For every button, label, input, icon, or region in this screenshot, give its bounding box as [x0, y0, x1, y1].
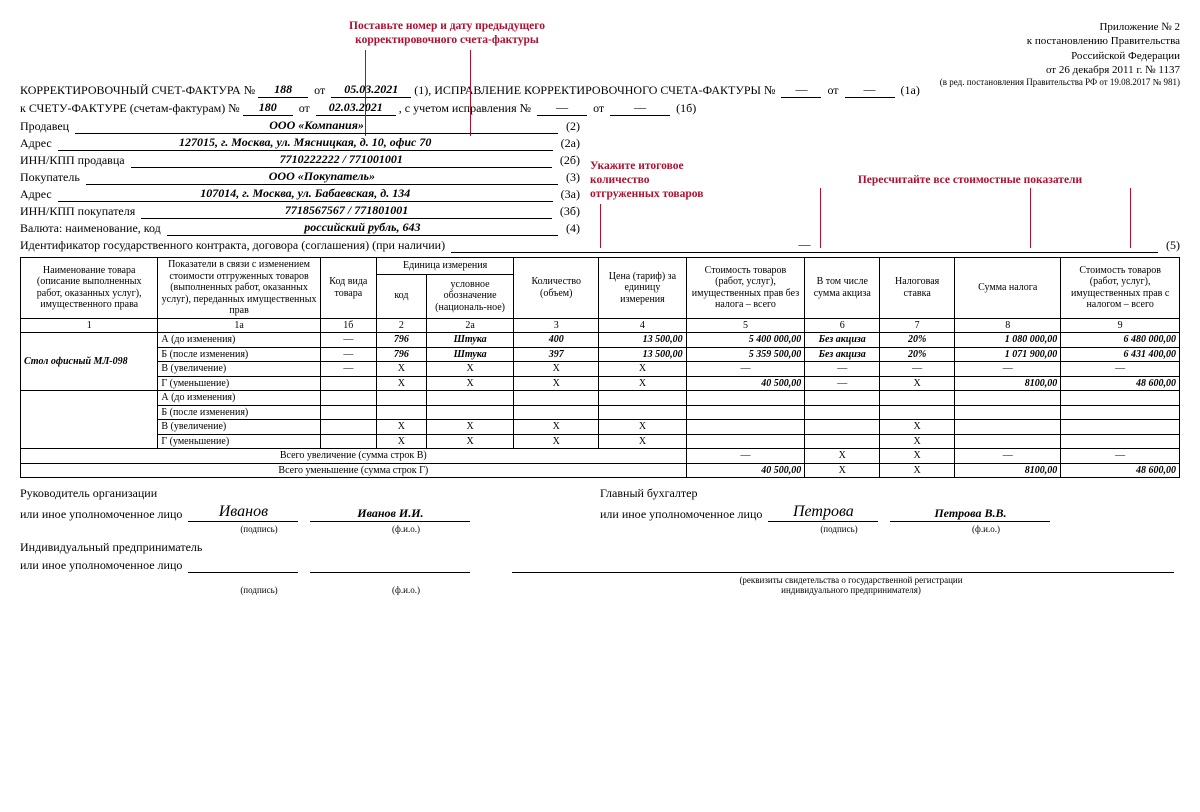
- table-row: Г (уменьшение) ХХХХ Х: [21, 434, 1180, 449]
- table-row: В (увеличение) —ХХХХ —————: [21, 362, 1180, 377]
- header-appendix: Приложение № 2 к постановлению Правитель…: [20, 20, 1180, 89]
- annotation-line: [1030, 188, 1031, 248]
- field-addr1: Адрес 127015, г. Москва, ул. Мясницкая, …: [20, 135, 580, 151]
- table-row: Г (уменьшение) ХХХХ 40 500,00—Х 8100,004…: [21, 376, 1180, 391]
- field-seller: Продавец ООО «Компания» (2): [20, 118, 580, 134]
- field-inn1: ИНН/КПП продавца 7710222222 / 771001001 …: [20, 152, 580, 168]
- annotation-line: [600, 204, 601, 248]
- table-row: В (увеличение) ХХХХ Х: [21, 420, 1180, 435]
- field-currency: Валюта: наименование, код российский руб…: [20, 220, 580, 236]
- table-row-total: Всего уменьшение (сумма строк Г) 40 500,…: [21, 463, 1180, 478]
- annotation-line: [820, 188, 821, 248]
- annotation-line: [1130, 188, 1131, 248]
- field-buyer: Покупатель ООО «Покупатель» (3): [20, 169, 580, 185]
- table-row: А (до изменения): [21, 391, 1180, 406]
- main-table: Наименование товара (описание выполненны…: [20, 257, 1180, 478]
- table-row: Б (после изменения): [21, 405, 1180, 420]
- table-row: Стол офисный МЛ-098 А (до изменения) — 7…: [21, 333, 1180, 348]
- table-row-total: Всего увеличение (сумма строк В) —ХХ——: [21, 449, 1180, 464]
- annotation-prev-invoice: Поставьте номер и дату предыдущего корре…: [302, 20, 592, 48]
- signature-block: Руководитель организации или иное уполно…: [20, 486, 1180, 595]
- sub-line: к СЧЕТУ-ФАКТУРЕ (счетам-фактурам) № 180 …: [20, 100, 1180, 116]
- field-inn2: ИНН/КПП покупателя 7718567567 / 77180100…: [20, 203, 580, 219]
- table-row: Б (после изменения) — 796 Штука 397 13 5…: [21, 347, 1180, 362]
- field-addr2: Адрес 107014, г. Москва, ул. Бабаевская,…: [20, 186, 580, 202]
- annotation-quantity: Укажите итоговое количество отгруженных …: [590, 160, 760, 201]
- annotation-recalc: Пересчитайте все стоимостные показатели: [800, 174, 1140, 188]
